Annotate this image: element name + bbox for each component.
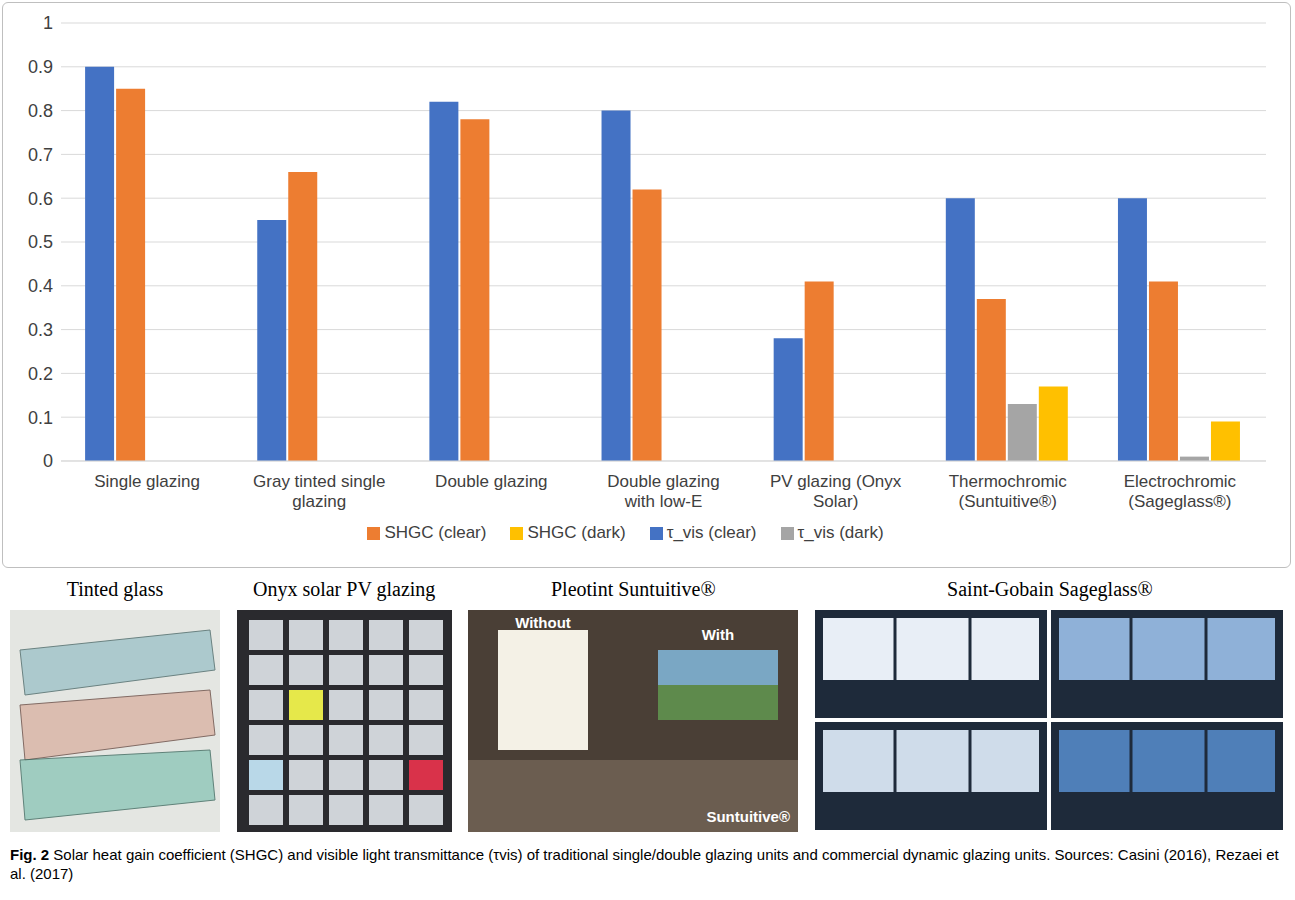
svg-text:Single glazing: Single glazing: [94, 472, 200, 491]
svg-text:Without: Without: [515, 614, 571, 631]
svg-text:Electrochromic(Sageglass®): Electrochromic(Sageglass®): [1124, 472, 1237, 511]
html-text:Saint-Gobain Sageglass®: Saint-Gobain Sageglass®: [947, 578, 1153, 600]
html-text:Onyx solar PV glazing: Onyx solar PV glazing: [253, 578, 436, 600]
html-text:Fig. 2 Solar heat gain coeffic: Fig. 2 Solar heat gain coefficient (SHGC…: [10, 846, 1279, 882]
svg-text:0.2: 0.2: [28, 364, 53, 384]
svg-text:Double glazingwith low-E: Double glazingwith low-E: [607, 472, 719, 511]
svg-text:Suntuitive®: Suntuitive®: [707, 808, 791, 825]
html-text:τ_vis (clear): τ_vis (clear): [666, 523, 757, 542]
html-text:SHGC (clear): SHGC (clear): [384, 523, 487, 542]
svg-text:0.4: 0.4: [28, 276, 53, 296]
svg-text:0.3: 0.3: [28, 320, 53, 340]
svg-text:1: 1: [43, 13, 53, 33]
svg-text:With: With: [702, 626, 734, 643]
svg-text:Double glazing: Double glazing: [435, 472, 547, 491]
html-text:τ_vis (dark): τ_vis (dark): [797, 523, 884, 542]
html-text:Pleotint Suntuitive®: Pleotint Suntuitive®: [551, 578, 716, 600]
svg-text:0.8: 0.8: [28, 101, 53, 121]
svg-text:Thermochromic(Suntuitive®): Thermochromic(Suntuitive®): [949, 472, 1068, 511]
html-text:SHGC (dark): SHGC (dark): [527, 523, 626, 542]
svg-text:0.1: 0.1: [28, 408, 53, 428]
svg-text:0.5: 0.5: [28, 232, 53, 252]
svg-text:0: 0: [43, 451, 53, 471]
svg-text:0.7: 0.7: [28, 145, 53, 165]
svg-text:0.9: 0.9: [28, 57, 53, 77]
svg-text:Gray tinted singleglazing: Gray tinted singleglazing: [253, 472, 385, 511]
svg-text:0.6: 0.6: [28, 189, 53, 209]
html-text:Tinted glass: Tinted glass: [66, 578, 164, 600]
svg-text:PV glazing (OnyxSolar): PV glazing (OnyxSolar): [770, 472, 902, 511]
